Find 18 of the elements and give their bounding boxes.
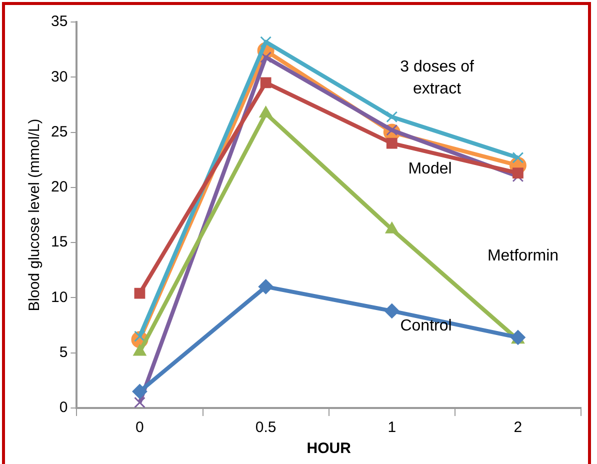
x-axis-title: HOUR bbox=[306, 440, 352, 458]
x-tick-label: 1 bbox=[388, 419, 396, 436]
y-tick-label: 20 bbox=[50, 178, 68, 196]
annotation: Model bbox=[408, 160, 452, 178]
y-tick-label: 35 bbox=[50, 13, 68, 30]
annotation: Control bbox=[400, 317, 452, 334]
y-tick-label: 5 bbox=[59, 344, 68, 361]
y-tick-label: 10 bbox=[50, 288, 68, 306]
y-tick-label: 15 bbox=[50, 234, 68, 251]
x-tick-label: 2 bbox=[514, 419, 522, 436]
y-tick-label: 25 bbox=[50, 123, 68, 140]
y-tick-label: 0 bbox=[59, 399, 68, 416]
y-axis-title: Blood glucose level (mmol/L) bbox=[26, 118, 44, 312]
annotation: 3 doses of extract bbox=[400, 58, 474, 98]
annotation: Metformin bbox=[487, 247, 559, 264]
x-tick-label: 0.5 bbox=[255, 419, 276, 436]
y-tick-label: 30 bbox=[50, 68, 68, 86]
x-tick-label: 0 bbox=[136, 419, 144, 436]
